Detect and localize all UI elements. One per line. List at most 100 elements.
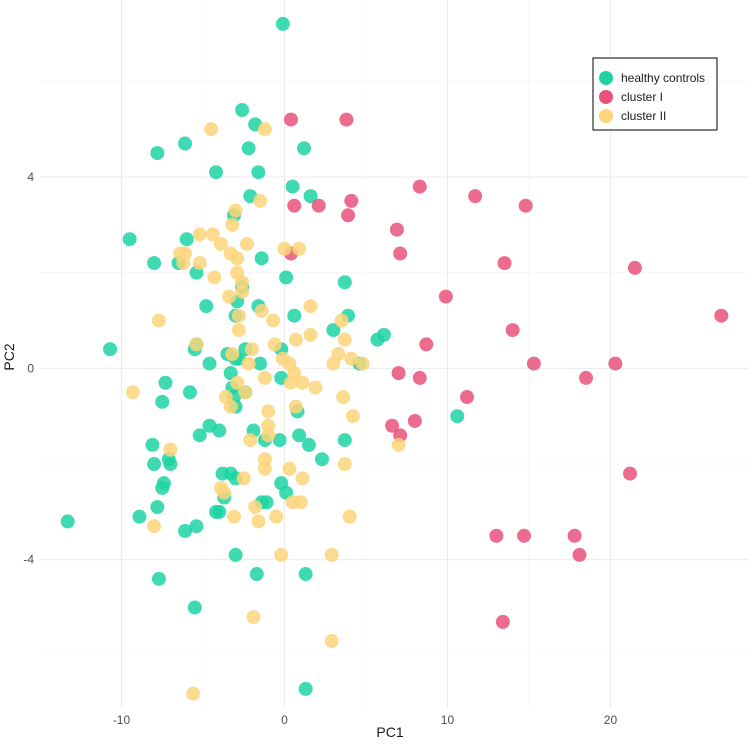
legend-label-cluster-ii: cluster II: [621, 109, 666, 123]
data-point: [288, 399, 303, 414]
data-point: [192, 227, 207, 242]
data-point: [407, 413, 422, 428]
data-point: [192, 428, 207, 443]
data-point: [344, 193, 359, 208]
data-point: [393, 246, 408, 261]
data-point: [391, 437, 406, 452]
data-point: [450, 409, 465, 424]
x-tick-label: 0: [281, 713, 288, 727]
data-point: [179, 232, 194, 247]
data-point: [345, 409, 360, 424]
data-point: [391, 366, 406, 381]
data-point: [253, 356, 268, 371]
data-point: [163, 442, 178, 457]
data-point: [468, 189, 483, 204]
data-point: [223, 399, 238, 414]
data-point: [249, 567, 264, 582]
data-point: [297, 141, 312, 156]
data-point: [103, 342, 118, 357]
data-point: [228, 203, 243, 218]
legend-label-cluster-i: cluster I: [621, 90, 663, 104]
data-point: [279, 270, 294, 285]
data-point: [274, 547, 289, 562]
data-point: [192, 256, 207, 271]
data-point: [261, 428, 276, 443]
data-point: [337, 433, 352, 448]
data-point: [342, 509, 357, 524]
data-point: [303, 299, 318, 314]
data-point: [292, 241, 307, 256]
data-point: [385, 418, 400, 433]
data-point: [187, 600, 202, 615]
data-point: [419, 337, 434, 352]
data-point: [608, 356, 623, 371]
data-point: [287, 198, 302, 213]
data-point: [412, 179, 427, 194]
data-point: [284, 112, 299, 127]
data-point: [308, 380, 323, 395]
data-point: [518, 198, 533, 213]
data-point: [225, 347, 240, 361]
data-point: [355, 356, 370, 371]
data-point: [526, 356, 541, 371]
data-point: [257, 461, 272, 476]
data-point: [254, 251, 269, 266]
data-point: [301, 437, 316, 452]
data-point: [277, 241, 292, 256]
data-point: [579, 370, 594, 385]
data-point: [231, 308, 246, 323]
series-cluster-ii: [125, 122, 406, 701]
data-point: [248, 500, 263, 515]
data-point: [341, 208, 356, 223]
data-point: [567, 528, 582, 543]
points-layer: [60, 16, 729, 701]
data-point: [284, 375, 299, 390]
data-point: [275, 16, 290, 31]
data-point: [158, 375, 173, 390]
data-point: [235, 284, 250, 299]
data-point: [266, 313, 281, 328]
data-point: [257, 122, 272, 137]
x-tick-label: -10: [113, 713, 131, 727]
data-point: [267, 337, 282, 352]
data-point: [714, 308, 729, 323]
data-point: [156, 476, 171, 491]
data-point: [282, 461, 297, 476]
y-tick-label: 0: [27, 361, 34, 375]
data-point: [269, 509, 284, 524]
legend-label-healthy-controls: healthy controls: [621, 71, 705, 85]
data-point: [147, 457, 162, 472]
data-point: [241, 356, 256, 371]
data-point: [235, 275, 250, 290]
data-point: [231, 323, 246, 338]
data-point: [125, 385, 140, 400]
data-point: [150, 500, 165, 515]
data-point: [339, 112, 354, 127]
data-point: [150, 146, 165, 161]
data-point: [326, 323, 341, 338]
data-point: [254, 303, 269, 318]
data-point: [151, 571, 166, 586]
data-point: [182, 385, 197, 400]
data-point: [235, 103, 250, 118]
data-point: [261, 418, 276, 433]
data-point: [370, 332, 385, 347]
data-point: [122, 232, 137, 247]
data-point: [324, 547, 339, 562]
data-point: [147, 519, 162, 534]
data-point: [572, 547, 587, 562]
data-point: [230, 375, 245, 390]
data-point: [222, 289, 237, 304]
data-point: [627, 260, 642, 275]
data-point: [204, 122, 219, 137]
data-point: [244, 342, 259, 357]
data-point: [303, 327, 318, 342]
data-point: [186, 686, 201, 701]
data-point: [337, 457, 352, 472]
data-point: [460, 390, 475, 405]
legend: healthy controls cluster I cluster II: [592, 57, 718, 131]
data-point: [228, 547, 243, 562]
data-point: [243, 433, 258, 448]
data-point: [298, 567, 313, 582]
